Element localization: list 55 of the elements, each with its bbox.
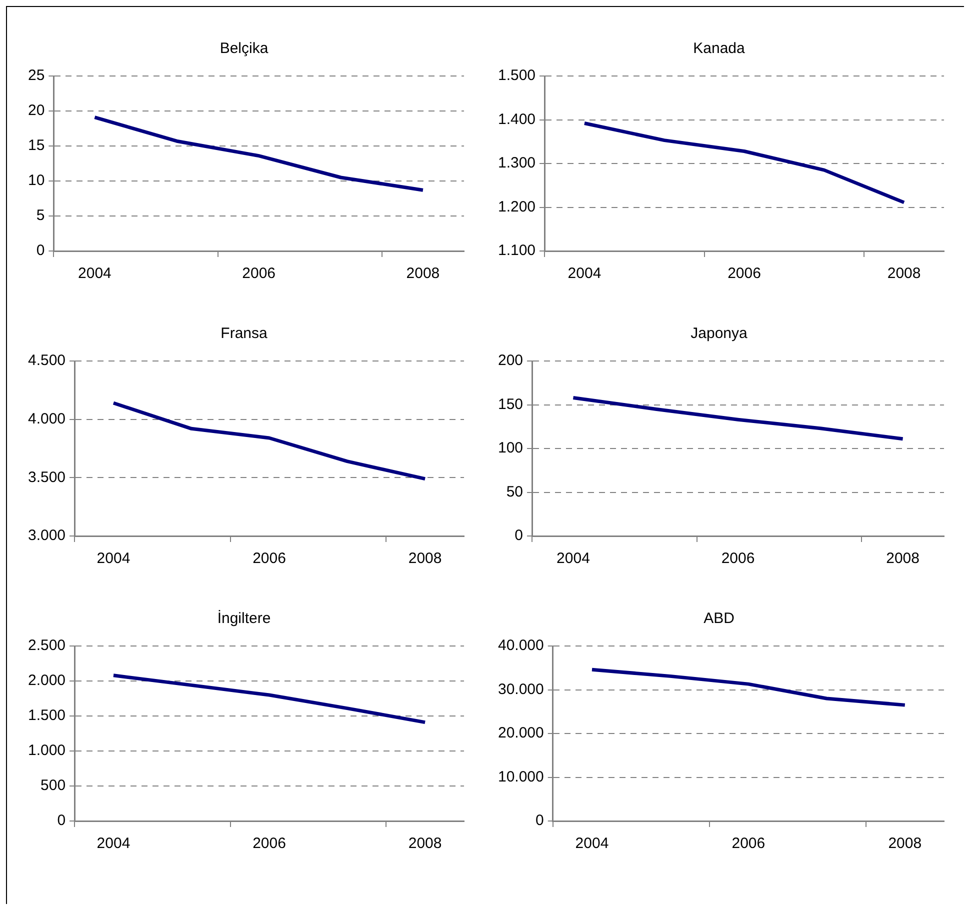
y-tick-label: 50 [506, 483, 524, 500]
y-tick-label: 30.000 [498, 680, 544, 698]
x-tick-label: 2006 [252, 835, 286, 852]
y-tick-label: 150 [498, 396, 524, 413]
x-tick-label: 2006 [242, 265, 276, 282]
y-tick-label: 20.000 [498, 724, 544, 742]
y-tick-label: 0 [36, 242, 45, 260]
y-tick-label: 5 [36, 207, 45, 224]
chart-title: İngiltere [217, 609, 271, 628]
y-tick-label: 10.000 [498, 768, 544, 786]
y-tick-label: 40.000 [498, 637, 544, 654]
y-tick-label: 2.500 [28, 637, 66, 654]
y-tick-label: 4.000 [28, 410, 66, 428]
x-tick-label: 2004 [568, 265, 602, 282]
y-tick-label: 1.200 [498, 198, 536, 216]
x-tick-label: 2006 [721, 550, 755, 568]
y-tick-label: 1.400 [498, 110, 536, 128]
y-tick-label: 20 [28, 102, 45, 120]
chart-title: Japonya [690, 325, 748, 342]
y-tick-label: 25 [28, 67, 45, 84]
y-tick-label: 1.100 [498, 242, 536, 260]
y-tick-label: 3.500 [28, 468, 66, 486]
x-tick-label: 2006 [252, 550, 286, 568]
y-tick-label: 1.300 [498, 154, 536, 172]
x-tick-label: 2006 [732, 835, 766, 852]
y-tick-label: 15 [28, 137, 45, 154]
x-tick-label: 2008 [406, 265, 440, 282]
y-tick-label: 0 [514, 527, 524, 544]
x-tick-label: 2008 [408, 835, 442, 852]
x-tick-label: 2008 [886, 550, 920, 568]
x-tick-label: 2004 [556, 550, 590, 568]
chart-title: Kanada [693, 40, 746, 58]
y-tick-label: 100 [498, 440, 524, 457]
chart-title: Fransa [220, 325, 268, 342]
y-tick-label: 3.000 [28, 527, 66, 544]
y-tick-label: 0 [57, 812, 66, 830]
y-tick-label: 10 [28, 172, 45, 190]
x-tick-label: 2004 [96, 835, 130, 852]
x-tick-label: 2004 [78, 265, 112, 282]
x-tick-label: 2004 [96, 550, 130, 568]
chart-title: Belçika [220, 40, 269, 58]
x-tick-label: 2008 [887, 265, 921, 282]
chart-title: ABD [704, 610, 735, 628]
y-tick-label: 4.500 [28, 352, 66, 370]
y-tick-label: 1.500 [28, 707, 66, 724]
y-tick-label: 0 [536, 812, 544, 830]
y-tick-label: 500 [40, 777, 66, 794]
x-tick-label: 2004 [575, 835, 609, 852]
y-tick-label: 200 [498, 352, 524, 370]
x-tick-label: 2006 [728, 265, 761, 282]
y-tick-label: 2.000 [28, 672, 66, 690]
x-tick-label: 2008 [408, 550, 442, 568]
y-tick-label: 1.500 [498, 67, 536, 84]
y-tick-label: 1.000 [28, 742, 66, 760]
x-tick-label: 2008 [888, 835, 922, 852]
